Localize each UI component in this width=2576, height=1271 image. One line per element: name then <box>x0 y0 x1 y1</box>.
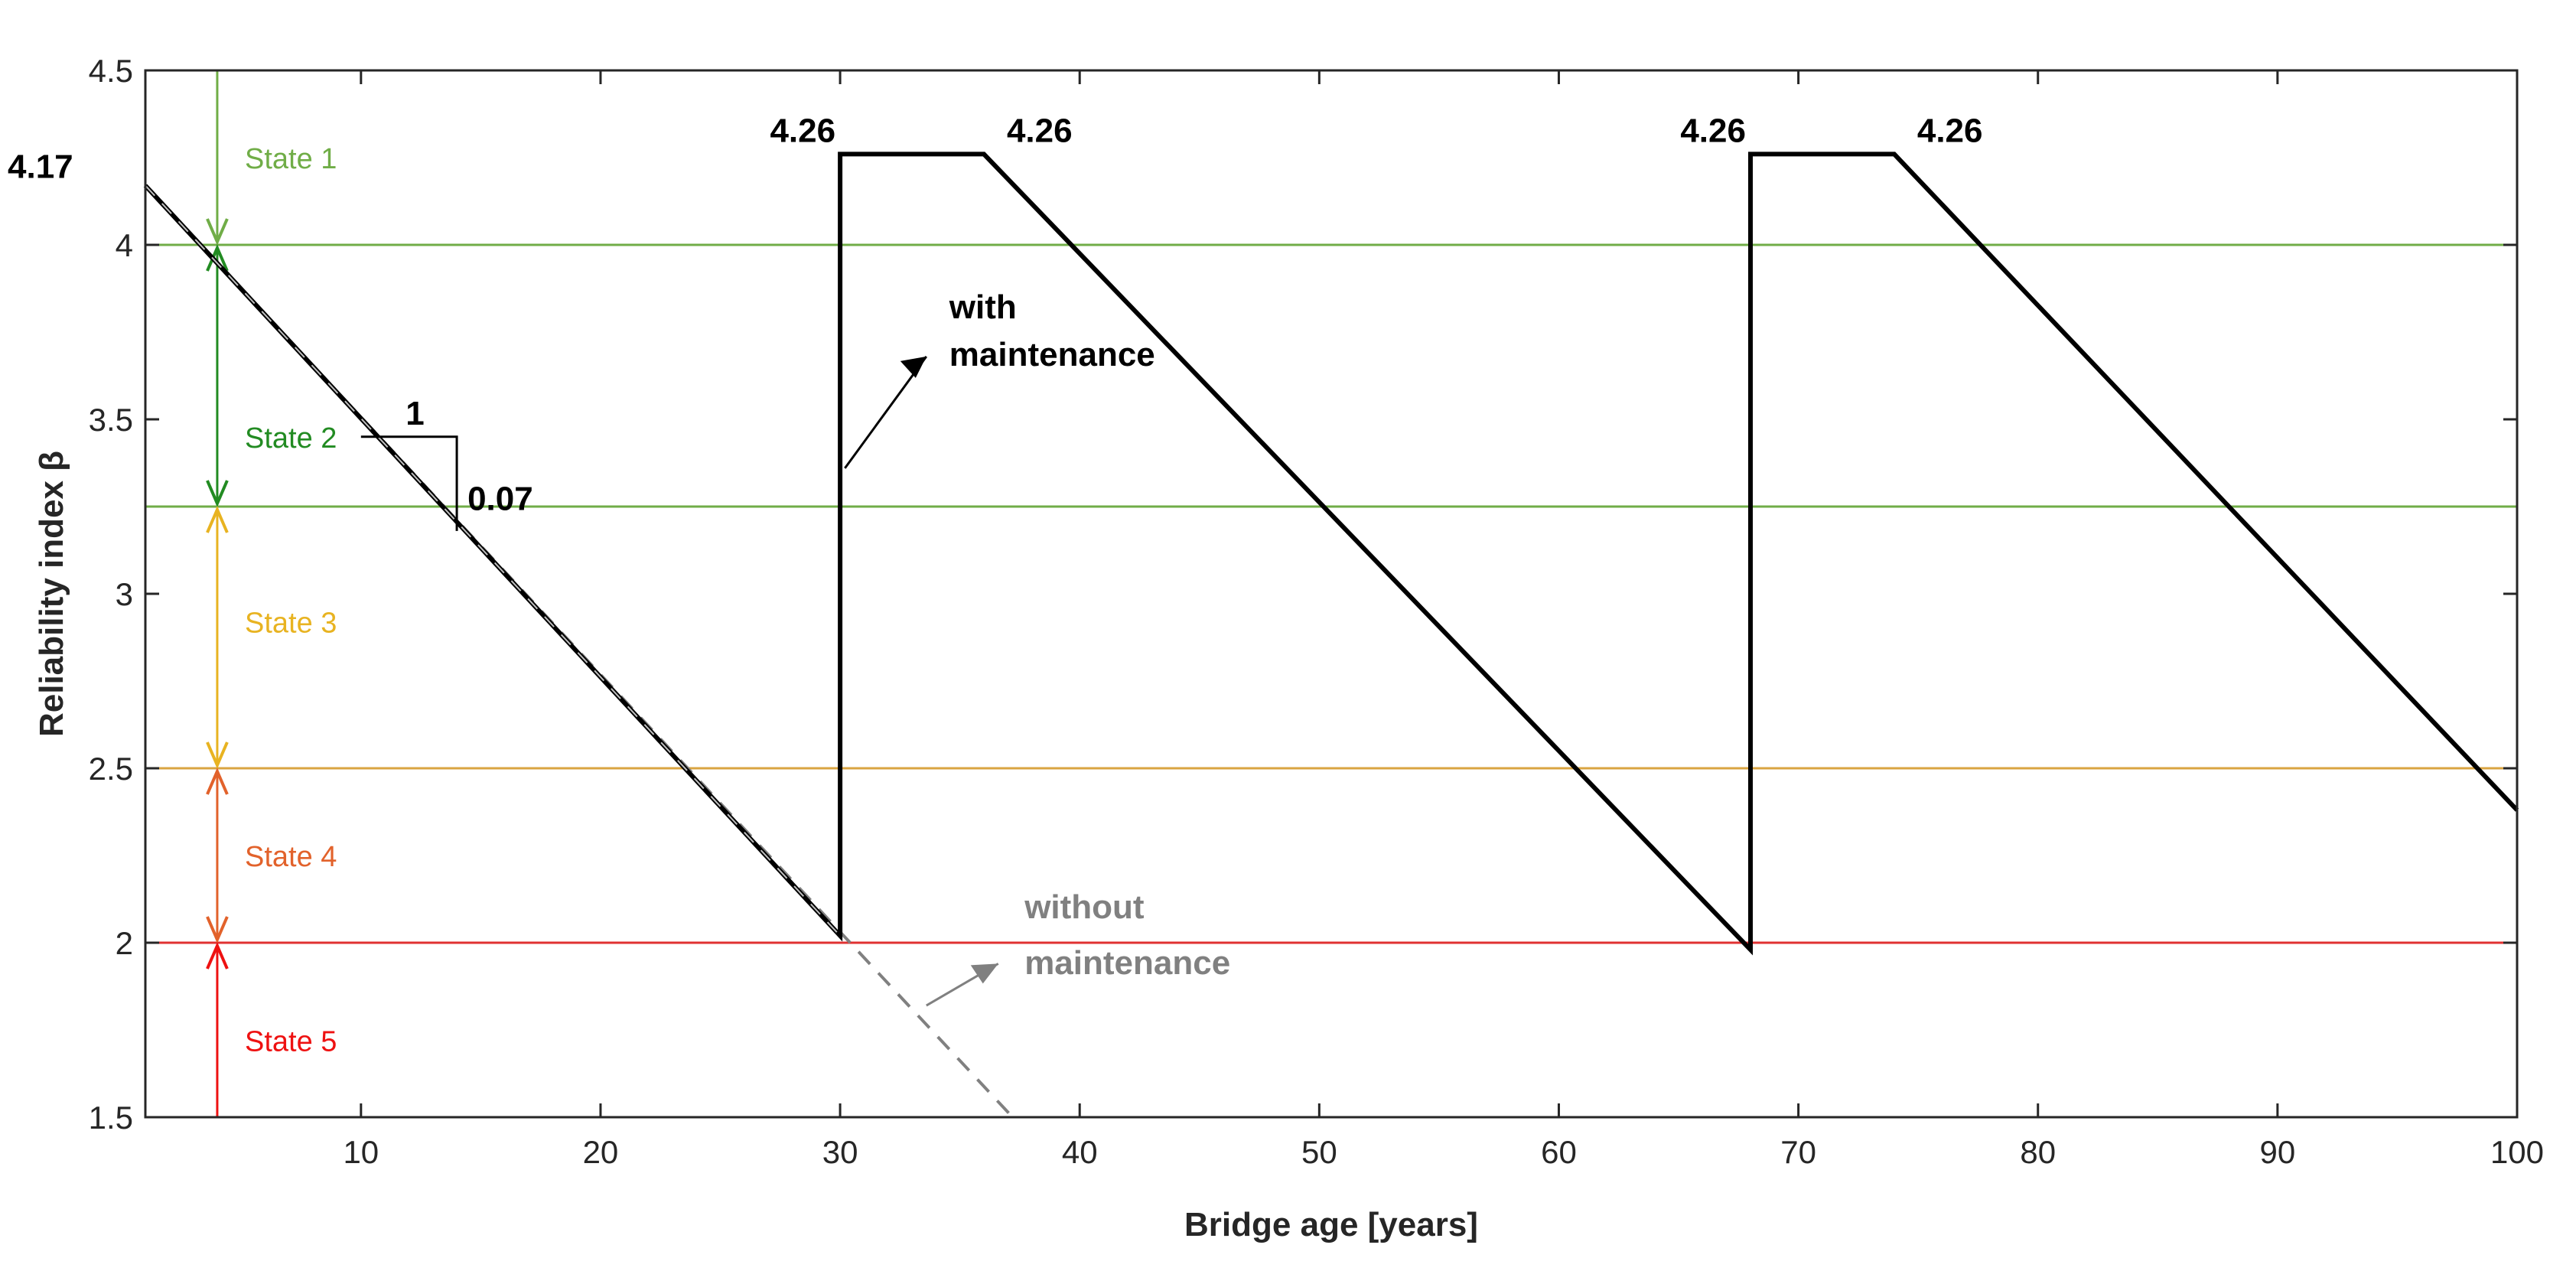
state-label: State 5 <box>245 1026 337 1058</box>
with-maintenance-label-1: with <box>949 288 1017 326</box>
peak-label-0: 4.26 <box>770 112 835 149</box>
with-maintenance-label-2: maintenance <box>949 336 1155 373</box>
state-label: State 4 <box>245 841 337 873</box>
state-arrow-up <box>206 767 229 795</box>
x-tick-label: 60 <box>1541 1134 1577 1170</box>
state-arrow-up <box>206 941 229 970</box>
series-with-maintenance <box>143 152 2519 956</box>
with-maintenance-arrowhead <box>900 356 927 378</box>
state-arrow-down <box>206 218 229 246</box>
peak-label-2: 4.26 <box>1680 112 1746 149</box>
x-tick-label: 10 <box>343 1134 379 1170</box>
start-value-label: 4.17 <box>8 148 73 185</box>
state-arrow-up <box>206 505 229 533</box>
x-tick-label: 20 <box>583 1134 619 1170</box>
state-5: State 5 <box>206 941 337 1117</box>
state-4: State 4 <box>206 767 337 944</box>
x-tick-label: 30 <box>822 1134 858 1170</box>
state-arrow-down <box>206 916 229 944</box>
state-label: State 1 <box>245 143 337 175</box>
state-3: State 3 <box>206 505 337 770</box>
y-tick-label: 3 <box>116 576 133 612</box>
state-arrow-down <box>206 480 229 508</box>
slope-run-label: 1 <box>405 395 424 432</box>
y-tick-label: 2 <box>116 925 133 961</box>
state-label: State 2 <box>245 422 337 455</box>
state-markers: State 1 State 2 State 3 State 4 State 5 <box>206 70 337 1117</box>
with-maintenance-annotation: with maintenance <box>844 288 1155 469</box>
state-label: State 3 <box>245 607 337 639</box>
x-tick-label: 40 <box>1062 1134 1098 1170</box>
y-tick-label: 1.5 <box>89 1100 133 1136</box>
series-lines <box>143 152 2519 1119</box>
x-tick-label: 50 <box>1301 1134 1337 1170</box>
x-axis-label: Bridge age [years] <box>1184 1206 1478 1243</box>
state-1: State 1 <box>206 70 337 246</box>
without-maintenance-label-1: without <box>1024 888 1145 926</box>
slope-triangle: 10.07 <box>360 395 533 531</box>
y-axis-ticks: 1.5 2 2.5 3 3.5 4 4.5 <box>89 53 2517 1136</box>
with-maintenance-arrow <box>844 356 928 469</box>
threshold-lines <box>145 243 2517 944</box>
slope-triangle-lines <box>360 435 458 531</box>
without-maintenance-arrowhead <box>970 963 998 984</box>
y-tick-label: 4 <box>116 227 133 263</box>
state-2: State 2 <box>206 243 337 508</box>
y-axis-label: Reliability index β <box>33 451 70 737</box>
y-tick-label: 3.5 <box>89 402 133 438</box>
without-maintenance-annotation: without maintenance <box>926 888 1230 1007</box>
slope-rise-label: 0.07 <box>467 480 533 517</box>
peak-label-1: 4.26 <box>1007 112 1073 149</box>
x-tick-label: 80 <box>2020 1134 2056 1170</box>
state-arrow-up <box>206 243 229 272</box>
annotations: 4.174.26 4.26 4.26 4.2610.07withmaintenance… <box>8 112 1983 1007</box>
plot-area <box>145 70 2517 1117</box>
without-maintenance-label-2: maintenance <box>1024 944 1230 982</box>
y-tick-label: 4.5 <box>89 53 133 89</box>
peak-label-3: 4.26 <box>1917 112 1983 149</box>
x-tick-label: 70 <box>1780 1134 1816 1170</box>
state-arrow-down <box>206 741 229 770</box>
x-tick-label: 100 <box>2490 1134 2544 1170</box>
y-tick-label: 2.5 <box>89 751 133 787</box>
x-axis-ticks: 10 20 30 40 50 60 70 80 90 100 <box>343 70 2544 1170</box>
x-tick-label: 90 <box>2260 1134 2296 1170</box>
